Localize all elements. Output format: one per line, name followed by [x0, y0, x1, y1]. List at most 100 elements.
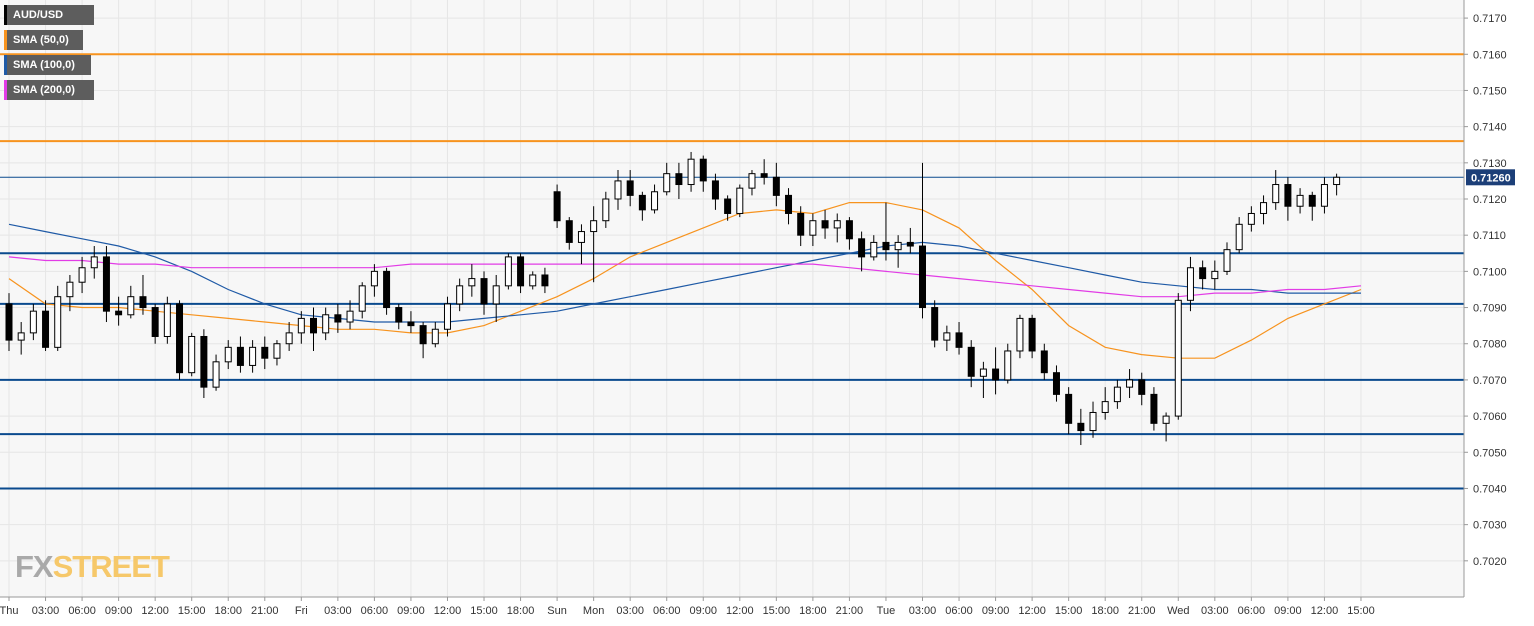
candle-body-bull — [456, 285, 464, 305]
y-tick-label: 0.7120 — [1473, 194, 1507, 206]
legend-item-sma200[interactable]: SMA (200,0) — [4, 80, 94, 100]
legend-item-audusd[interactable]: AUD/USD — [4, 5, 94, 25]
candle — [663, 162, 671, 196]
candle — [17, 322, 25, 355]
y-tick-label: 0.7020 — [1473, 556, 1507, 568]
candle — [651, 184, 659, 214]
candle-body-bear — [139, 296, 147, 309]
candle — [541, 267, 549, 294]
legend-swatch — [4, 5, 7, 25]
candle — [1186, 256, 1194, 312]
candle-body-bull — [809, 220, 817, 236]
candle-body-bull — [90, 256, 98, 269]
x-tick-label: 09:00 — [397, 605, 425, 617]
candle-body-bear — [626, 180, 634, 196]
candle-body-bull — [651, 191, 659, 211]
candle-body-bull — [431, 328, 439, 345]
candle-body-bull — [870, 241, 878, 258]
candle-body-bull — [1333, 176, 1341, 186]
candle-body-bull — [297, 317, 305, 334]
y-tick-label: 0.7150 — [1473, 85, 1507, 97]
candle-body-bull — [1211, 270, 1219, 280]
candle — [1174, 293, 1182, 420]
candle — [1272, 170, 1280, 210]
candle — [1320, 177, 1328, 214]
candle — [760, 159, 768, 185]
candle-body-bear — [772, 176, 780, 196]
candle-body-bear — [176, 303, 184, 374]
candle-body-bear — [395, 307, 403, 323]
candle — [943, 325, 951, 351]
candle-body-bear — [1052, 372, 1060, 395]
x-tick-label: 06:00 — [945, 605, 973, 617]
candle — [577, 224, 585, 265]
candle — [468, 264, 476, 297]
candle-body-bull — [1247, 212, 1255, 225]
candle — [1308, 191, 1316, 221]
candle-body-bear — [1308, 194, 1316, 207]
candle-body-bull — [577, 231, 585, 243]
candle — [1052, 365, 1060, 402]
legend-label: AUD/USD — [13, 9, 64, 21]
candle-body-bear — [882, 241, 890, 251]
candle-body-bear — [845, 220, 853, 240]
candle-body-bull — [687, 158, 695, 186]
candle — [992, 347, 1000, 395]
candle — [809, 213, 817, 247]
candle — [1199, 260, 1207, 290]
candle — [565, 217, 573, 250]
candle-body-bull — [273, 343, 281, 359]
x-tick-label: Sun — [547, 605, 567, 617]
candle-body-bull — [492, 285, 500, 305]
price-axis: 0.7170 0.7160 0.7150 0.7140 0.7130 0.7120 0.71… — [1463, 0, 1507, 597]
x-tick-label: 18:00 — [507, 605, 535, 617]
candle — [1284, 177, 1292, 221]
candle — [151, 303, 159, 344]
candle — [1150, 387, 1158, 431]
candle-body-bear — [1284, 184, 1292, 207]
candle — [967, 340, 975, 388]
candle-body-bear — [919, 245, 926, 309]
price-tag-box — [1466, 169, 1515, 186]
candle-body-bull — [370, 270, 378, 287]
candle — [1260, 195, 1268, 225]
candle-body-bear — [931, 307, 939, 341]
candle-body-bear — [383, 270, 391, 309]
candle-body-bear — [151, 307, 159, 337]
sma-lines — [8, 202, 1362, 359]
candle — [90, 246, 98, 279]
candle — [553, 184, 561, 228]
candle-body-bull — [979, 368, 987, 377]
candle — [42, 300, 50, 351]
x-tick-label: 09:00 — [1274, 605, 1302, 617]
candle-body-bear — [1199, 267, 1207, 280]
candle — [675, 162, 683, 199]
candle-body-bull — [663, 173, 671, 193]
candle-body-bull — [614, 180, 622, 200]
candle-body-bull — [1174, 299, 1182, 417]
candle — [1162, 412, 1170, 442]
candle-body-bear — [42, 310, 50, 348]
sma-line-1 — [8, 223, 1361, 323]
candle — [370, 264, 378, 297]
candle — [772, 162, 780, 207]
x-tick-label: 15:00 — [1055, 605, 1083, 617]
candle — [906, 227, 914, 254]
legend-item-sma100[interactable]: SMA (100,0) — [4, 55, 91, 75]
candle — [456, 278, 464, 312]
legend-item-sma50[interactable]: SMA (50,0) — [4, 30, 83, 50]
x-tick-label: 03:00 — [616, 605, 644, 617]
candle — [1235, 217, 1243, 254]
x-tick-label: 09:00 — [105, 605, 133, 617]
candle-body-bear — [638, 194, 646, 211]
candle-body-bear — [955, 332, 963, 348]
candle — [1296, 188, 1304, 214]
candle — [383, 267, 391, 315]
candle-body-bull — [736, 187, 744, 214]
candle-body-bear — [797, 212, 805, 236]
candle-body-bull — [1162, 415, 1170, 424]
candle-body-bear — [541, 274, 549, 287]
candle — [358, 282, 366, 319]
candle — [1223, 242, 1231, 275]
price-tag-label: 0.71260 — [1471, 172, 1511, 184]
